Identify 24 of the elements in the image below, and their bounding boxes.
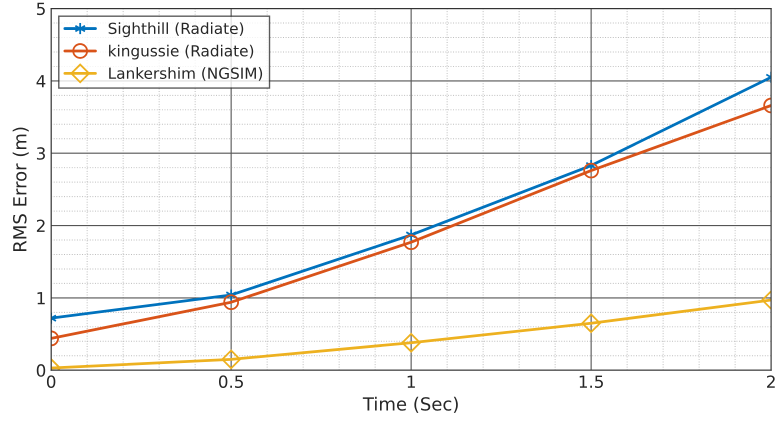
point	[583, 162, 599, 178]
x-tick-label: 0.5	[218, 375, 243, 388]
point	[581, 313, 601, 333]
x-tick-label: 1.5	[580, 376, 603, 388]
x-tick-label: 0	[46, 375, 56, 388]
y-tick-label: 4	[36, 75, 46, 88]
legend-label: Lankershim (NGSIM)	[109, 67, 262, 81]
y-tick-label: 2	[36, 220, 45, 232]
x-tick-label: 2	[767, 375, 775, 388]
y-axis-title: RMS Error (m)	[12, 128, 29, 251]
point	[225, 288, 237, 302]
y-tick-label: 1	[38, 292, 45, 304]
legend-label: Sighthill (Radiate)	[108, 22, 244, 38]
point	[403, 234, 419, 250]
point	[405, 228, 417, 242]
legend-label: kingussie (Radiate)	[109, 44, 254, 60]
point	[223, 294, 239, 310]
point	[221, 350, 241, 370]
y-tick-label: 5	[36, 2, 45, 16]
point	[401, 332, 421, 352]
y-tick-label: 0	[36, 364, 46, 377]
x-axis-title: Time (Sec)	[362, 396, 458, 413]
x-tick-label: 1	[408, 376, 415, 388]
y-tick-label: 3	[36, 147, 45, 160]
